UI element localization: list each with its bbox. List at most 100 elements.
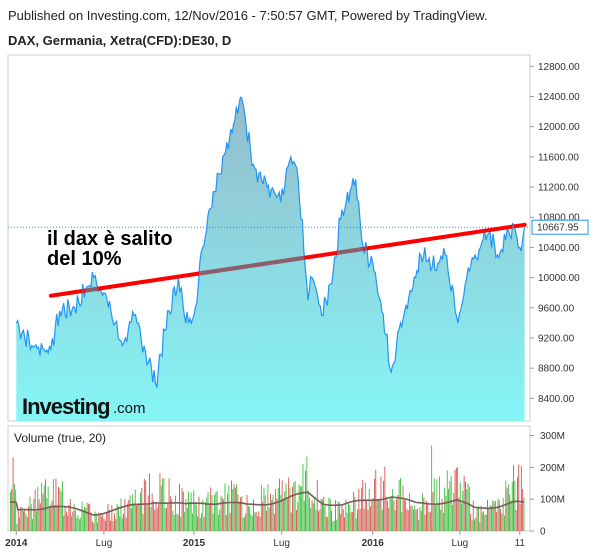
volume-bar xyxy=(427,503,429,531)
volume-bar xyxy=(315,509,317,531)
volume-bar xyxy=(171,499,173,531)
volume-bar xyxy=(510,500,512,531)
volume-bar xyxy=(276,498,278,531)
volume-bar xyxy=(431,445,433,531)
volume-bar xyxy=(325,516,327,531)
volume-bar xyxy=(158,504,160,531)
volume-bar xyxy=(241,496,243,531)
volume-bar xyxy=(392,489,394,531)
volume-bar xyxy=(396,499,397,531)
volume-bar xyxy=(435,505,436,531)
volume-bar xyxy=(103,518,105,531)
volume-bar xyxy=(494,500,496,531)
volume-bar xyxy=(180,516,182,531)
volume-bar xyxy=(197,516,199,531)
volume-bar xyxy=(45,479,46,531)
volume-bar xyxy=(275,489,277,531)
volume-bar xyxy=(28,506,30,531)
volume-bar xyxy=(176,513,178,531)
volume-bar xyxy=(496,511,498,531)
volume-bar xyxy=(234,487,236,531)
volume-bar xyxy=(211,495,213,531)
volume-bar xyxy=(277,487,279,531)
volume-bar xyxy=(422,492,423,531)
volume-bar xyxy=(13,483,15,531)
volume-bar xyxy=(137,504,139,531)
volume-bar xyxy=(166,508,167,531)
volume-bar xyxy=(228,485,230,531)
volume-bar xyxy=(340,513,342,531)
volume-bar xyxy=(125,517,127,531)
volume-bar xyxy=(138,504,140,531)
volume-bar xyxy=(489,505,491,531)
volume-bar xyxy=(123,513,124,531)
volume-bar xyxy=(429,511,431,531)
volume-bar xyxy=(259,516,261,531)
volume-bar xyxy=(481,512,483,531)
volume-bar xyxy=(51,500,53,531)
volume-bar xyxy=(268,507,270,531)
volume-bar xyxy=(81,501,83,531)
volume-bar xyxy=(111,505,113,531)
volume-bar xyxy=(36,511,37,531)
volume-bar xyxy=(227,493,228,531)
volume-bar xyxy=(132,494,134,531)
symbol-title: DAX, Germania, Xetra(CFD):DE30, D xyxy=(8,33,232,48)
volume-bar xyxy=(121,518,123,531)
volume-bar xyxy=(519,503,521,531)
volume-bar xyxy=(329,499,331,531)
volume-bar xyxy=(240,497,241,531)
volume-bar xyxy=(86,502,88,531)
volume-bar xyxy=(89,503,91,531)
volume-bar xyxy=(293,482,295,531)
volume-bar xyxy=(10,491,11,531)
volume-bar xyxy=(163,478,165,531)
time-tick-label: 2015 xyxy=(183,538,206,549)
volume-bar xyxy=(257,516,258,531)
volume-bar xyxy=(436,479,438,531)
volume-bar xyxy=(283,498,284,531)
volume-bar xyxy=(280,495,282,531)
volume-bar xyxy=(445,495,447,531)
volume-bar xyxy=(285,483,287,531)
volume-bar xyxy=(192,513,193,531)
volume-bar xyxy=(446,470,448,531)
volume-bar xyxy=(71,516,72,531)
volume-bar xyxy=(108,509,110,531)
volume-bar xyxy=(193,490,195,531)
volume-title: Volume (true, 20) xyxy=(14,431,106,445)
volume-bar xyxy=(32,518,33,531)
volume-bar xyxy=(115,519,117,531)
price-axis: 12800.00 12400.00 12000.00 11600.00 11200.00… xyxy=(530,62,589,405)
volume-bar xyxy=(518,464,520,531)
volume-bar xyxy=(145,480,147,531)
volume-bar xyxy=(208,502,210,531)
volume-bar xyxy=(318,511,319,531)
volume-bar xyxy=(203,516,205,531)
volume-bar xyxy=(162,478,163,531)
volume-bar xyxy=(20,506,22,531)
volume-bar xyxy=(186,508,188,531)
volume-bar xyxy=(357,509,358,531)
volume-bar xyxy=(380,476,382,531)
annotation-line-1: il dax è salito xyxy=(47,228,173,250)
volume-bar xyxy=(332,521,334,531)
volume-bar xyxy=(198,496,200,531)
volume-bar xyxy=(288,477,290,531)
price-tick-label: 12000.00 xyxy=(538,122,580,133)
volume-bar xyxy=(263,487,265,531)
volume-bar xyxy=(112,521,114,531)
volume-bar xyxy=(78,519,80,531)
volume-bar xyxy=(94,511,96,531)
volume-bar xyxy=(33,499,35,531)
volume-bar xyxy=(448,488,449,531)
volume-bar xyxy=(120,498,122,531)
volume-bar xyxy=(270,493,271,531)
volume-bar xyxy=(249,506,251,531)
volume-bar xyxy=(389,497,391,531)
volume-bar xyxy=(80,517,82,531)
volume-bar xyxy=(441,498,443,531)
volume-bar xyxy=(75,510,76,531)
price-tick-label: 11200.00 xyxy=(538,183,579,194)
volume-bar xyxy=(405,500,407,531)
